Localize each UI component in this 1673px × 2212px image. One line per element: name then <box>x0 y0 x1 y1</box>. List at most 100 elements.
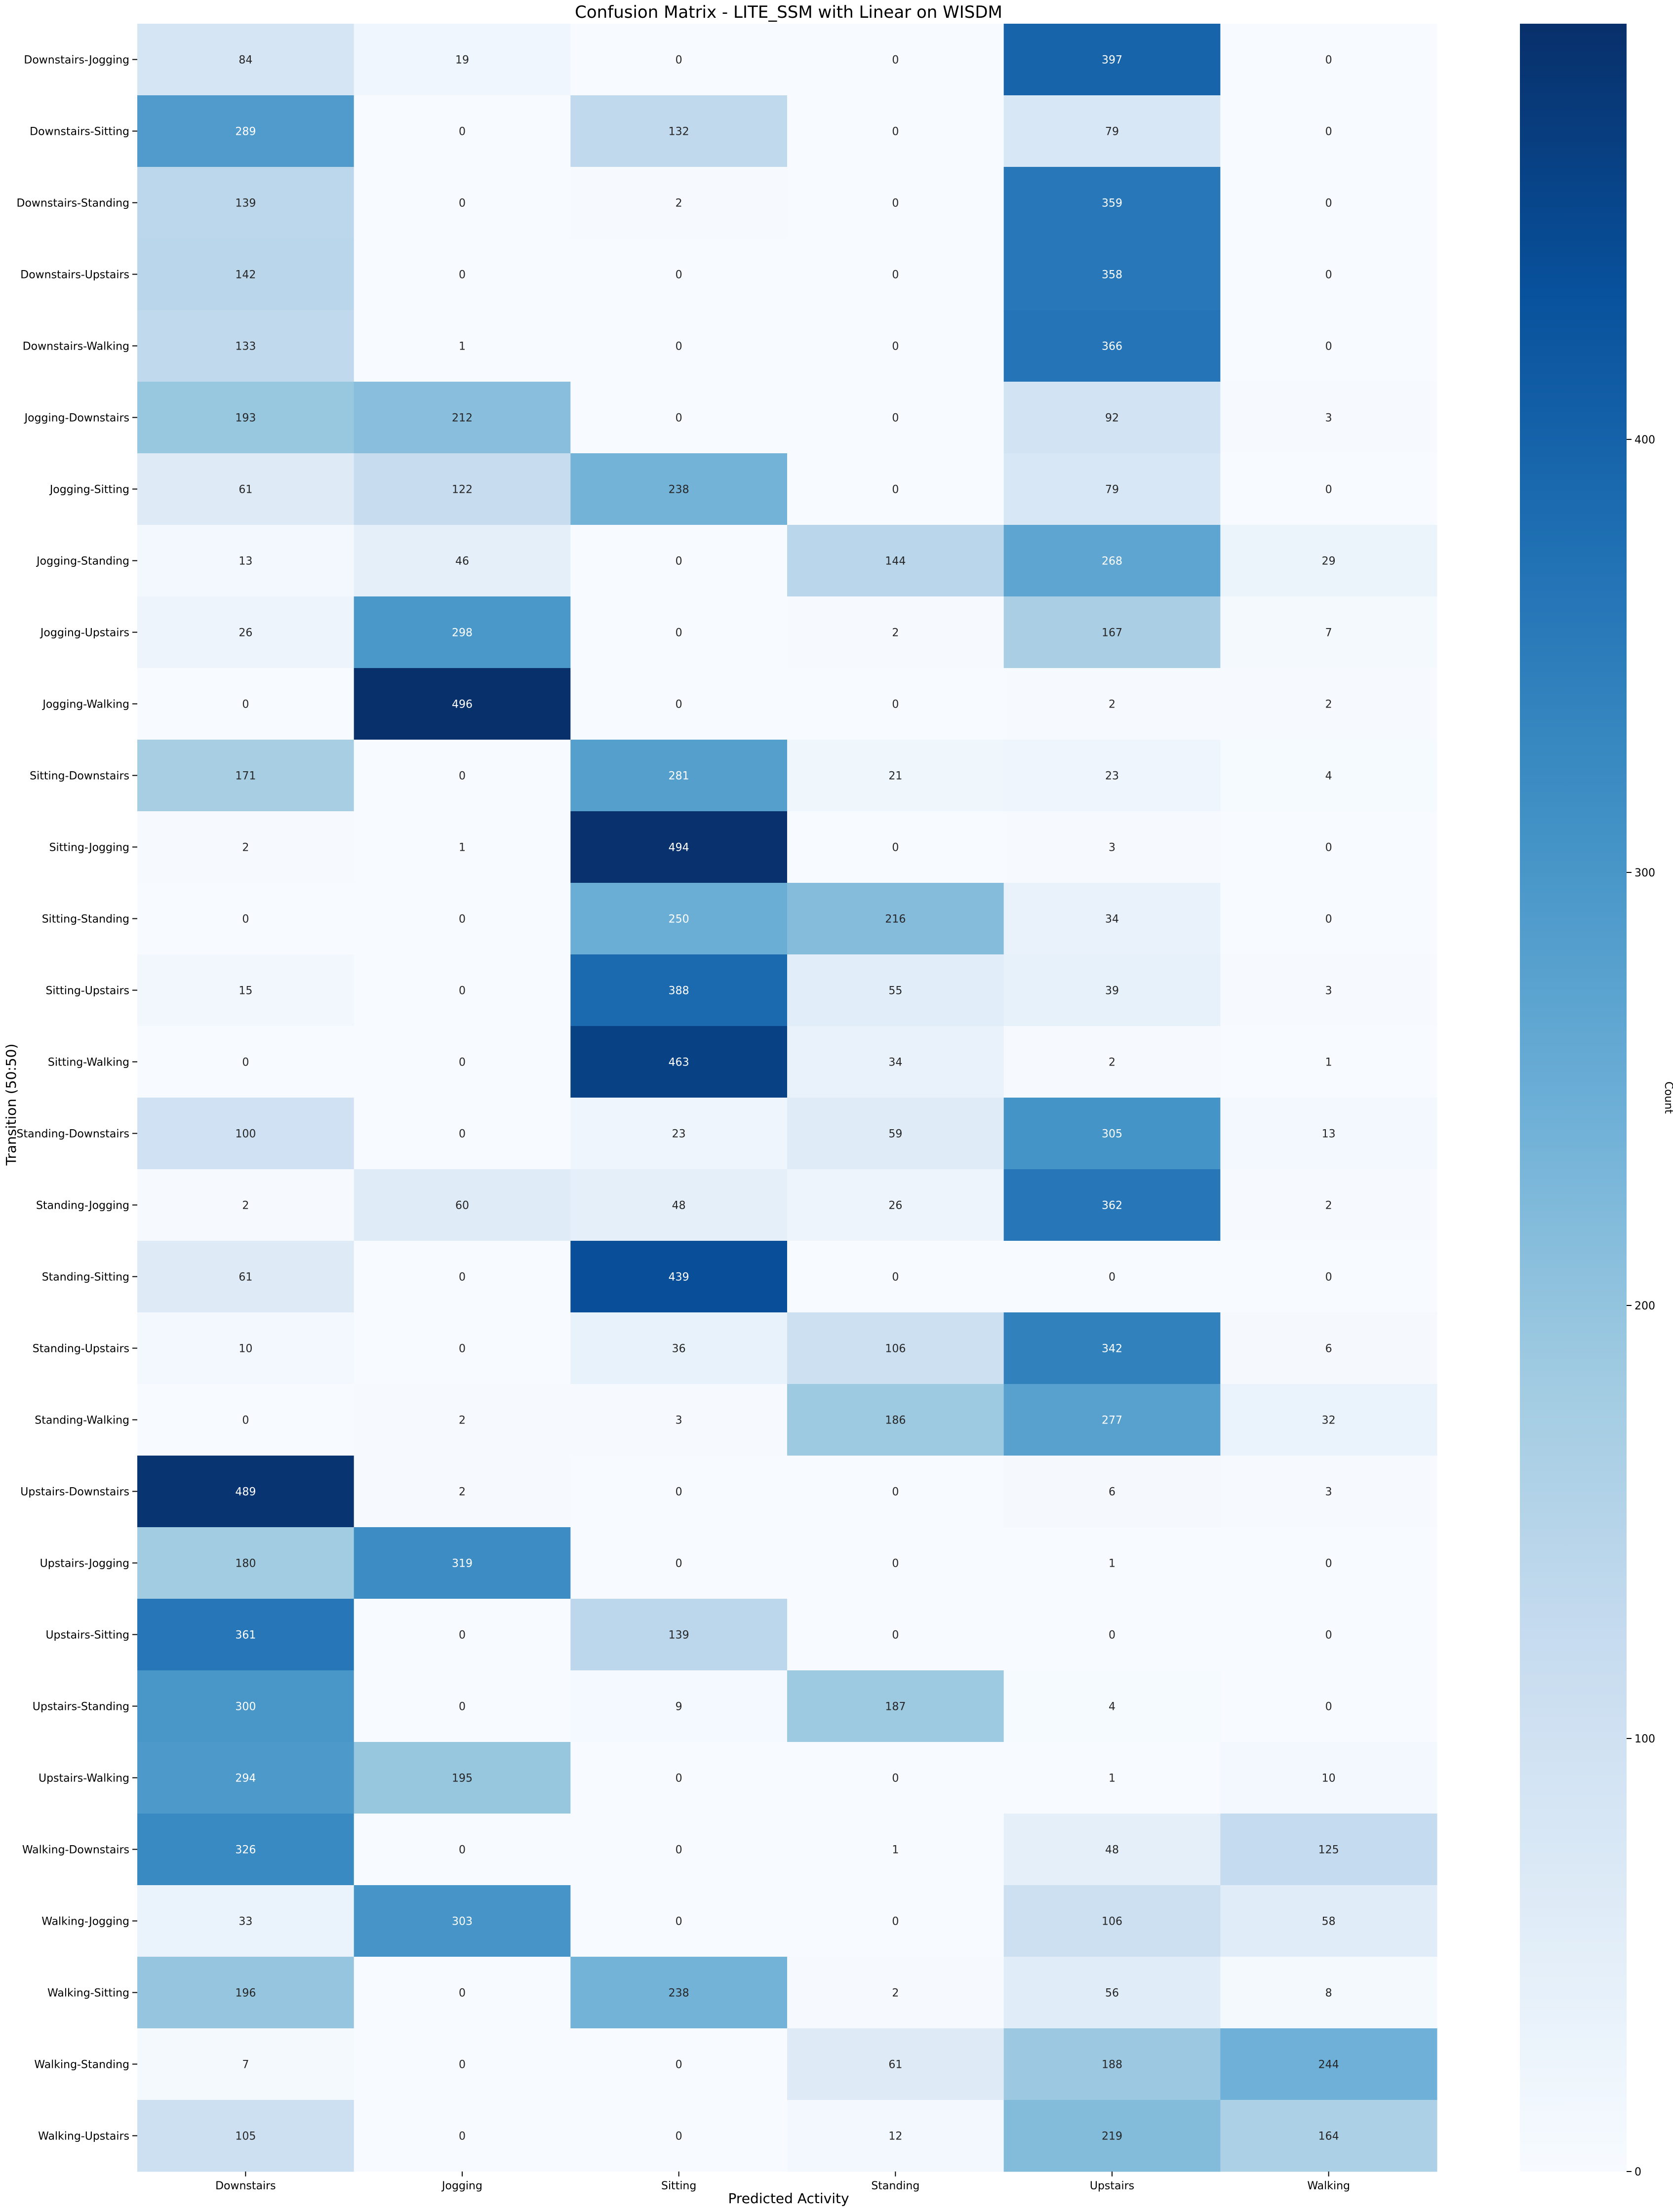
heatmap-cell <box>354 1670 571 1742</box>
colorbar-ticks: 0 100 200 300 400 <box>1627 434 1655 2178</box>
cell-value: 10 <box>1322 1773 1336 1785</box>
cell-value: 48 <box>1105 1844 1119 1856</box>
heatmap-cell <box>787 2100 1004 2172</box>
y-tick-label: Walking-Downstairs <box>22 1844 129 1856</box>
cell-value: 0 <box>459 1057 466 1069</box>
chart-title: Confusion Matrix - LITE_SSM with Linear … <box>575 2 1002 22</box>
heatmap-cell <box>787 1599 1004 1671</box>
heatmap-cell <box>1220 2100 1437 2172</box>
cell-value: 216 <box>885 913 906 926</box>
heatmap-cell <box>1003 954 1221 1027</box>
cell-value: 305 <box>1102 1128 1122 1141</box>
cell-value: 122 <box>452 484 473 496</box>
cell-value: 2 <box>892 627 899 639</box>
cell-value: 59 <box>888 1128 902 1141</box>
cell-value: 139 <box>669 1629 689 1642</box>
heatmap-cell <box>137 596 355 669</box>
y-tick-label: Walking-Standing <box>34 2059 129 2071</box>
heatmap-cell <box>570 954 788 1027</box>
cell-value: 0 <box>892 54 899 67</box>
cell-value: 100 <box>235 1128 256 1141</box>
cell-value: 0 <box>892 1629 899 1642</box>
cell-value: 0 <box>242 699 249 711</box>
heatmap-cell <box>1003 238 1221 311</box>
heatmap-cell <box>354 1742 571 1814</box>
colorbar <box>1520 24 1627 2172</box>
cell-value: 0 <box>459 1128 466 1141</box>
cell-value: 359 <box>1102 198 1122 210</box>
cell-value: 26 <box>888 1200 902 1212</box>
y-tick-label: Standing-Downstairs <box>17 1128 129 1141</box>
cell-value: 294 <box>235 1773 256 1785</box>
heatmap-cell <box>570 382 788 454</box>
cell-value: 61 <box>888 2059 902 2071</box>
cell-value: 0 <box>459 1844 466 1856</box>
cell-value: 171 <box>235 770 256 783</box>
cell-value: 58 <box>1322 1916 1336 1928</box>
cell-value: 23 <box>672 1128 686 1141</box>
x-tick-label: Standing <box>871 2180 919 2192</box>
heatmap-cell <box>137 1456 355 1528</box>
y-tick-label: Walking-Jogging <box>41 1916 129 1928</box>
cell-value: 0 <box>676 269 682 281</box>
cell-value: 0 <box>892 842 899 854</box>
heatmap-cell <box>570 1026 788 1098</box>
colorbar-tick-label: 200 <box>1634 1300 1655 1312</box>
cell-value: 48 <box>672 1200 686 1212</box>
heatmap-cell <box>1220 1885 1437 1957</box>
heatmap-cell <box>137 1098 355 1170</box>
y-tick-label: Downstairs-Standing <box>17 198 129 210</box>
cell-value: 133 <box>235 341 256 353</box>
cell-value: 0 <box>459 985 466 997</box>
cell-value: 0 <box>459 1343 466 1355</box>
heatmap-cell <box>787 1169 1004 1241</box>
heatmap-cell <box>1220 167 1437 239</box>
cell-value: 0 <box>459 770 466 783</box>
cell-value: 195 <box>452 1773 473 1785</box>
heatmap-cell <box>354 1957 571 2029</box>
cell-value: 2 <box>1109 699 1115 711</box>
cell-value: 2 <box>459 1415 466 1427</box>
heatmap-cell <box>1220 382 1437 454</box>
y-tick-label: Jogging-Downstairs <box>24 412 129 425</box>
heatmap-cell <box>137 453 355 525</box>
cell-value: 268 <box>1102 555 1122 568</box>
heatmap-cell <box>137 811 355 883</box>
cell-value: 0 <box>459 2131 466 2143</box>
cell-value: 388 <box>669 985 689 997</box>
heatmap-cell <box>787 668 1004 740</box>
colorbar-tick-label: 400 <box>1634 434 1655 446</box>
cell-value: 7 <box>1325 627 1332 639</box>
cell-value: 164 <box>1318 2131 1339 2143</box>
heatmap-cell <box>570 1957 788 2029</box>
y-tick-label: Upstairs-Downstairs <box>20 1486 129 1499</box>
y-tick-label: Downstairs-Sitting <box>30 126 129 138</box>
cell-value: 0 <box>892 1271 899 1284</box>
y-tick-label: Jogging-Sitting <box>49 484 129 496</box>
heatmap-cell <box>787 1312 1004 1384</box>
cell-value: 167 <box>1102 627 1122 639</box>
cell-value: 8 <box>1325 1987 1332 2000</box>
x-tick-label: Upstairs <box>1090 2180 1134 2192</box>
cell-value: 0 <box>892 1916 899 1928</box>
heatmap-cell <box>570 1241 788 1313</box>
cell-value: 238 <box>669 484 689 496</box>
heatmap-cell <box>1220 238 1437 311</box>
y-tick-label: Jogging-Standing <box>36 555 129 568</box>
heatmap-cell <box>1220 1169 1437 1241</box>
cell-value: 0 <box>892 699 899 711</box>
heatmap-cell <box>1220 1241 1437 1313</box>
cell-value: 193 <box>235 412 256 425</box>
heatmap-cell <box>1003 2028 1221 2100</box>
x-tick-label: Walking <box>1307 2180 1350 2192</box>
heatmap-cell <box>354 596 571 669</box>
heatmap-cell <box>1003 668 1221 740</box>
heatmap-cell <box>1003 310 1221 382</box>
cell-value: 281 <box>669 770 689 783</box>
heatmap-cell <box>1220 954 1437 1027</box>
heatmap-cell <box>1220 95 1437 167</box>
colorbar-tick-label: 300 <box>1634 867 1655 879</box>
heatmap-cell <box>570 24 788 96</box>
cell-value: 2 <box>1109 1057 1115 1069</box>
heatmap-cell <box>787 2028 1004 2100</box>
